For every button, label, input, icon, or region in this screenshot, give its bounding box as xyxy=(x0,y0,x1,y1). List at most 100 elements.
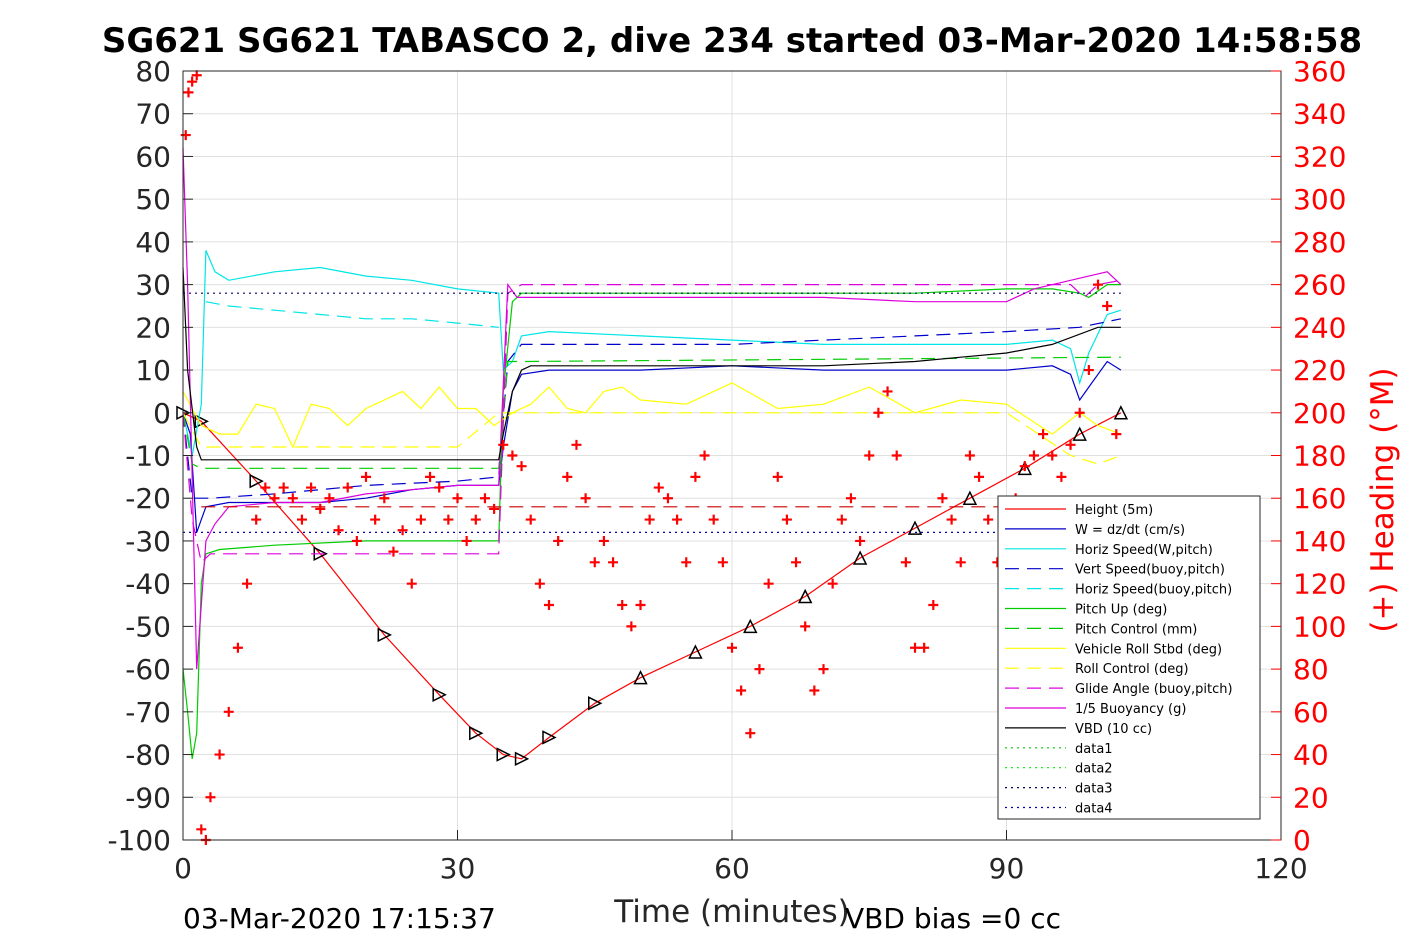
y-right-tick-label: 260 xyxy=(1293,269,1346,302)
series-layer xyxy=(176,70,1129,845)
heading-point xyxy=(351,535,362,546)
heading-point xyxy=(191,70,202,81)
y-tick-label: 30 xyxy=(135,269,171,302)
heading-point xyxy=(635,600,646,611)
heading-point xyxy=(187,76,198,87)
depth-marker xyxy=(797,588,813,604)
heading-point xyxy=(278,482,289,493)
x-axis-label: Time (minutes) xyxy=(613,894,849,930)
depth-marker xyxy=(633,669,648,685)
y-right-tick-label: 140 xyxy=(1293,525,1346,558)
y-right-tick-label: 20 xyxy=(1293,781,1329,814)
heading-point xyxy=(1038,429,1049,440)
depth-marker xyxy=(962,490,978,505)
heading-point xyxy=(580,493,591,504)
legend-entry: Pitch Up (deg) xyxy=(1075,603,1167,618)
y-tick-label: 40 xyxy=(135,226,171,259)
heading-point xyxy=(370,514,381,525)
y-tick-label: -100 xyxy=(107,824,171,857)
series-line xyxy=(182,318,1122,499)
heading-point xyxy=(836,514,847,525)
heading-point xyxy=(946,514,957,525)
heading-point xyxy=(699,450,710,461)
heading-point xyxy=(223,706,234,717)
legend-entry: Horiz Speed(W,pitch) xyxy=(1075,543,1213,558)
heading-point xyxy=(745,728,756,739)
legend-entry: W = dz/dt (cm/s) xyxy=(1075,523,1185,538)
heading-point xyxy=(827,578,838,589)
heading-point xyxy=(205,792,216,803)
heading-point xyxy=(617,600,628,611)
heading-point xyxy=(1111,429,1122,440)
y-right-tick-label: 240 xyxy=(1293,311,1346,344)
heading-point xyxy=(626,621,637,632)
heading-point xyxy=(589,557,600,568)
heading-point xyxy=(183,87,194,98)
depth-marker xyxy=(1113,405,1129,420)
heading-point xyxy=(873,407,884,418)
heading-point xyxy=(754,664,765,675)
heading-point xyxy=(1093,279,1103,290)
y-right-tick-label: 360 xyxy=(1293,55,1346,88)
heading-point xyxy=(333,525,344,536)
heading-point xyxy=(864,450,875,461)
depth-marker xyxy=(852,550,868,565)
heading-point xyxy=(681,557,692,568)
legend-entry: Horiz Speed(buoy,pitch) xyxy=(1075,583,1232,598)
heading-point xyxy=(296,514,307,525)
legend-entry: Pitch Control (mm) xyxy=(1075,622,1197,637)
depth-marker xyxy=(377,627,392,643)
heading-point xyxy=(214,749,225,760)
y-tick-label: -30 xyxy=(125,525,171,558)
heading-point xyxy=(180,130,191,141)
heading-point xyxy=(1019,461,1030,472)
heading-point xyxy=(415,514,426,525)
heading-point xyxy=(955,557,966,568)
series-line xyxy=(182,382,1122,449)
heading-point xyxy=(260,482,271,493)
depth-marker xyxy=(249,473,264,489)
legend-entry: Height (5m) xyxy=(1075,503,1153,518)
heading-point xyxy=(479,493,490,504)
heading-point xyxy=(1028,450,1039,461)
y-tick-label: -60 xyxy=(125,653,171,686)
heading-point xyxy=(855,535,866,546)
ticks: 0 30 60 90 12080706050403020100-10-20-30-40-… xyxy=(107,55,1346,885)
y-tick-label: 70 xyxy=(135,98,171,131)
legend-entry: VBD (10 cc) xyxy=(1075,722,1152,737)
y-right-tick-label: 80 xyxy=(1293,653,1329,686)
heading-point xyxy=(342,482,353,493)
heading-point xyxy=(882,386,893,397)
x-tick-label: 30 xyxy=(440,852,476,885)
y-tick-label: -70 xyxy=(125,696,171,729)
series-line xyxy=(182,267,1121,461)
y-right-tick-label: 200 xyxy=(1293,397,1346,430)
y-right-tick-label: 0 xyxy=(1293,824,1311,857)
series-line xyxy=(182,412,1122,760)
y-right-tick-label: 300 xyxy=(1293,183,1346,216)
y-right-tick-label: 340 xyxy=(1293,98,1346,131)
heading-point xyxy=(708,514,719,525)
heading-point xyxy=(1047,450,1058,461)
y-right-tick-label: 180 xyxy=(1293,440,1346,473)
heading-point xyxy=(937,493,948,504)
y-axis-right-label: (+) Heading (°M) xyxy=(1365,367,1401,632)
heading-point xyxy=(672,514,683,525)
heading-point xyxy=(315,503,326,514)
legend-entry: data1 xyxy=(1075,742,1113,757)
y-right-tick-label: 40 xyxy=(1293,739,1329,772)
y-tick-label: 60 xyxy=(135,140,171,173)
heading-point xyxy=(1065,439,1076,450)
heading-point xyxy=(800,621,811,632)
heading-point xyxy=(791,557,802,568)
legend-entry: data3 xyxy=(1075,782,1113,797)
depth-marker xyxy=(194,414,209,429)
heading-point xyxy=(525,514,536,525)
y-right-tick-label: 60 xyxy=(1293,696,1329,729)
y-tick-label: 0 xyxy=(153,397,171,430)
heading-point xyxy=(818,664,829,675)
y-right-tick-label: 100 xyxy=(1293,610,1346,643)
heading-point xyxy=(598,535,609,546)
depth-marker xyxy=(688,644,703,659)
depth-marker xyxy=(496,747,511,762)
